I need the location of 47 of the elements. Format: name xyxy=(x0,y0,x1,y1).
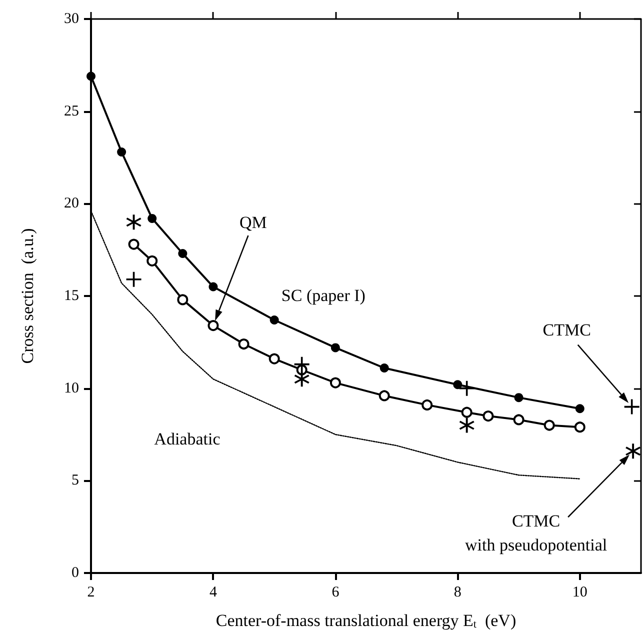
point xyxy=(380,364,389,373)
point xyxy=(544,420,555,431)
annotation: CTMC with pseudopotential xyxy=(464,512,608,555)
point xyxy=(378,390,390,402)
x-tick-label: 4 xyxy=(209,584,218,600)
y-tick-label: 10 xyxy=(64,380,79,396)
point xyxy=(146,255,158,266)
point xyxy=(422,399,433,410)
point xyxy=(626,444,641,459)
x-tick-label: 10 xyxy=(572,584,588,600)
point xyxy=(238,338,250,350)
annotation: Adiabatic xyxy=(154,430,221,449)
point xyxy=(208,282,218,292)
y-tick-label: 15 xyxy=(64,288,79,304)
point xyxy=(178,249,188,258)
point xyxy=(330,343,340,352)
annotation: SC (paper I) xyxy=(281,286,366,306)
point xyxy=(514,393,524,402)
x-tick-label: 6 xyxy=(332,584,340,600)
point xyxy=(575,404,584,414)
annotation: QM xyxy=(240,213,267,232)
point xyxy=(294,372,310,387)
y-tick-label: 0 xyxy=(72,565,79,581)
y-tick-label: 25 xyxy=(64,103,79,120)
point xyxy=(482,410,494,422)
point xyxy=(513,414,524,426)
point xyxy=(459,418,474,433)
point xyxy=(208,320,219,332)
point xyxy=(177,294,188,306)
point xyxy=(453,380,462,390)
x-tick-label: 8 xyxy=(454,584,462,600)
point xyxy=(268,353,280,364)
y-tick-label: 5 xyxy=(72,472,79,489)
x-tick-label: 2 xyxy=(87,584,95,600)
point xyxy=(148,214,157,223)
point xyxy=(128,238,140,250)
y-tick-label: 30 xyxy=(64,11,79,27)
annotation: CTMC xyxy=(542,320,591,340)
point xyxy=(461,406,472,418)
point xyxy=(574,422,586,433)
point xyxy=(270,316,279,325)
point xyxy=(126,272,142,287)
y-tick-label: 20 xyxy=(64,196,79,212)
point xyxy=(86,72,96,81)
point xyxy=(330,377,341,388)
y-axis-title: Cross section (a.u.) xyxy=(18,228,37,364)
point xyxy=(117,147,126,156)
